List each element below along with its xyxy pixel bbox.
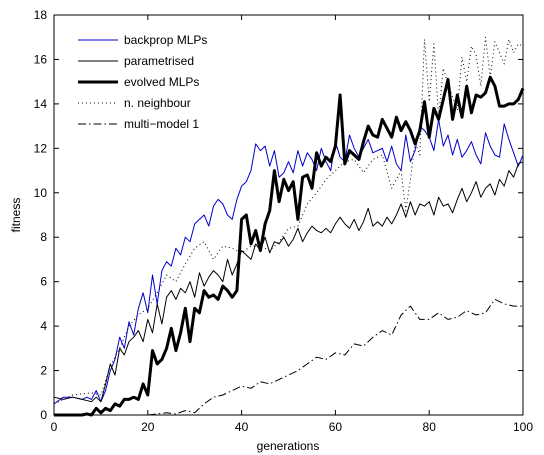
y-tick-label: 6 (40, 275, 47, 289)
y-tick-label: 2 (40, 364, 47, 378)
y-tick-label: 14 (34, 97, 48, 111)
x-axis-label: generations (257, 439, 320, 453)
x-tick-label: 60 (329, 420, 343, 434)
legend-label: n. neighbour (124, 96, 191, 110)
axis-ticks: 0 20 40 60 80 100 0 2 4 6 8 10 12 14 16 18 (34, 8, 534, 434)
y-tick-label: 10 (34, 186, 48, 200)
y-tick-label: 0 (40, 408, 47, 422)
y-tick-label: 8 (40, 230, 47, 244)
series-line-1 (53, 161, 524, 403)
x-tick-label: 20 (141, 420, 155, 434)
series-line-2 (54, 75, 525, 417)
series-line-4 (147, 298, 523, 416)
legend: backprop MLPs parametrised evolved MLPs n. … (78, 33, 207, 131)
plot-area (53, 14, 524, 416)
y-axis-label: fitness (9, 198, 23, 233)
x-tick-label: 0 (51, 420, 58, 434)
y-tick-label: 4 (40, 319, 47, 333)
x-tick-label: 80 (423, 420, 437, 434)
y-tick-label: 18 (34, 8, 48, 22)
series-line-0 (53, 118, 524, 405)
x-tick-label: 100 (513, 420, 533, 434)
legend-label: backprop MLPs (124, 33, 207, 47)
y-tick-label: 16 (34, 52, 48, 66)
legend-label: multi−model 1 (124, 117, 199, 131)
x-tick-label: 40 (235, 420, 249, 434)
y-tick-label: 12 (34, 141, 48, 155)
series-layer (53, 36, 525, 417)
legend-label: evolved MLPs (124, 75, 199, 89)
legend-label: parametrised (124, 54, 194, 68)
